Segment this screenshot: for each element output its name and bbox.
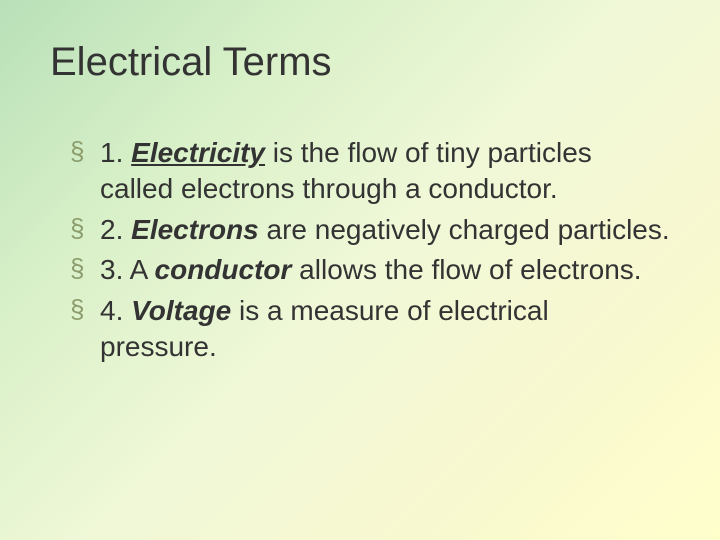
bullet-item-1: 1. Electricity is the flow of tiny parti… (70, 135, 670, 208)
bullet-item-4: 4. Voltage is a measure of electrical pr… (70, 293, 670, 366)
term-conductor: conductor (155, 254, 292, 285)
item-text-after: allows the flow of electrons. (291, 254, 641, 285)
bullet-item-2: 2. Electrons are negatively charged part… (70, 212, 670, 248)
item-number: 2. (100, 214, 123, 245)
bullet-item-3: 3. A conductor allows the flow of electr… (70, 252, 670, 288)
item-number: 4. (100, 295, 123, 326)
item-number: 1. (100, 137, 123, 168)
item-number: 3. (100, 254, 123, 285)
term-electrons: Electrons (131, 214, 259, 245)
item-text-after: are negatively charged particles. (259, 214, 670, 245)
slide-title: Electrical Terms (50, 40, 670, 85)
item-text-before: A (130, 254, 155, 285)
term-voltage: Voltage (131, 295, 231, 326)
bullet-list: 1. Electricity is the flow of tiny parti… (50, 135, 670, 365)
term-electricity: Electricity (131, 137, 265, 168)
